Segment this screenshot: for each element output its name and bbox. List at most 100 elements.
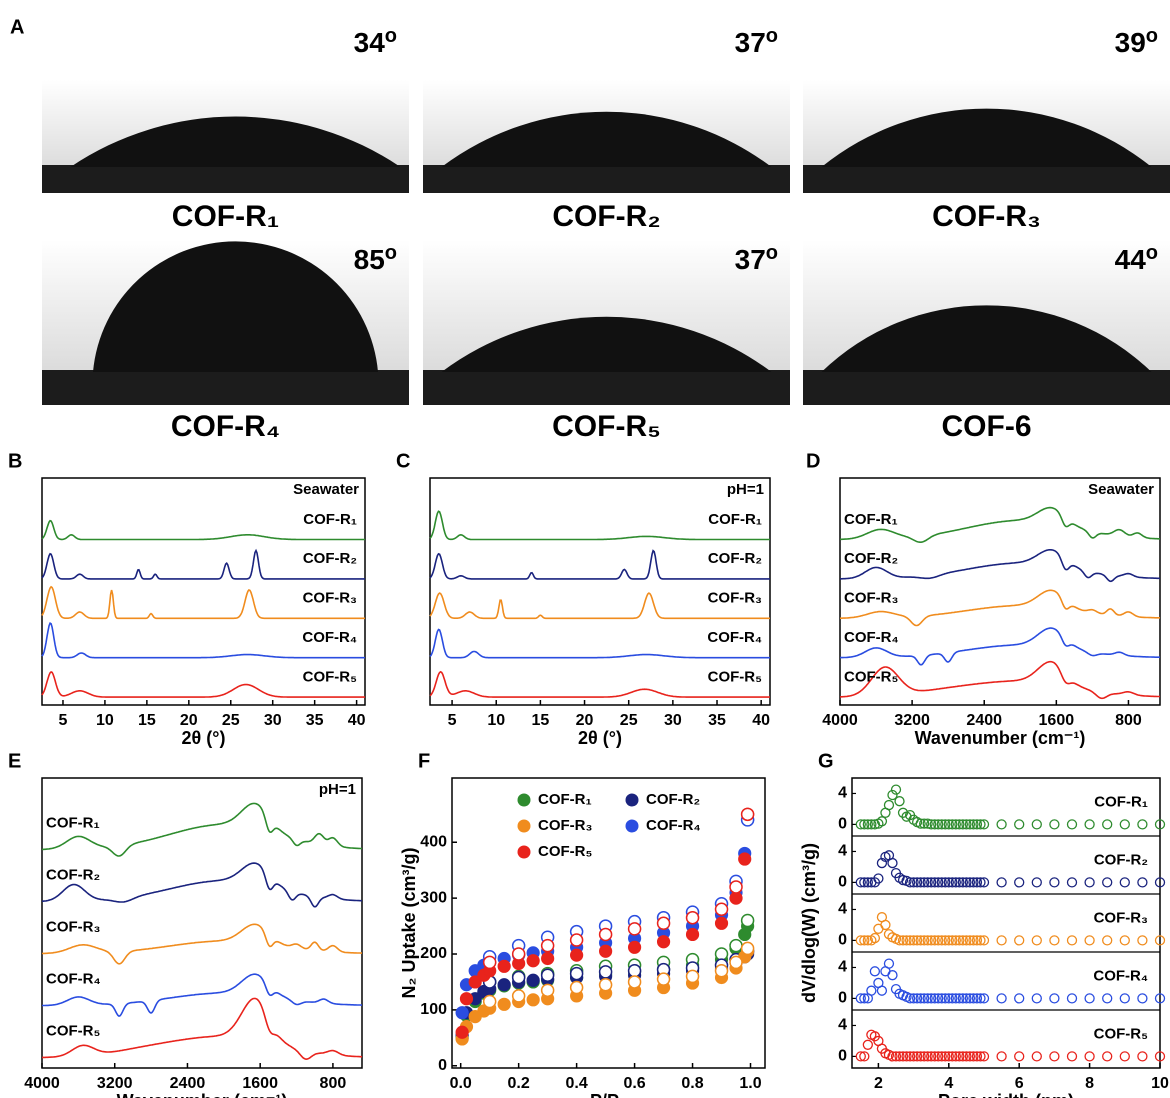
pore-point — [915, 818, 926, 829]
photo-label: COF-6 — [942, 410, 1032, 443]
axes-frame — [451, 777, 766, 1069]
legend-label: COF-R₂ — [646, 791, 700, 808]
pore-point — [968, 993, 979, 1004]
spectrum-line — [42, 802, 363, 857]
series-label: COF-R₄ — [1093, 967, 1148, 984]
x-tick-label: 10 — [487, 712, 505, 729]
pore-point — [996, 819, 1007, 830]
photo-label: COF-R₂ — [552, 200, 660, 233]
pore-point — [936, 877, 947, 888]
desorption-point — [740, 807, 755, 822]
series-label: COF-R₄ — [302, 629, 357, 646]
spectrum-line — [840, 549, 1161, 583]
desorption-point — [627, 922, 642, 936]
x-tick-label: 10 — [1151, 1075, 1169, 1092]
droplet — [441, 111, 772, 167]
pore-point — [971, 993, 983, 1004]
x-tick-label: 15 — [138, 712, 156, 729]
pore-point — [943, 819, 954, 830]
series-label: COF-R₅ — [844, 668, 898, 685]
pore-point — [876, 857, 888, 869]
pore-point — [943, 935, 954, 946]
angle-unit: o — [1146, 242, 1158, 264]
desorption-point — [540, 938, 555, 953]
adsorption-point — [459, 992, 474, 1006]
x-tick-label: 1600 — [1039, 712, 1075, 729]
pore-point — [922, 935, 933, 946]
spectrum-line — [42, 997, 363, 1061]
pore-point — [926, 877, 937, 888]
pore-point — [904, 935, 916, 946]
pore-point — [975, 877, 986, 888]
pore-point — [929, 877, 940, 888]
series-label: COF-R₅ — [1094, 1025, 1148, 1042]
pore-point — [1137, 819, 1148, 830]
angle-value: 34 — [354, 27, 386, 58]
pore-point — [866, 985, 877, 996]
series-label: COF-R₃ — [844, 590, 898, 607]
pore-point — [943, 993, 954, 1004]
pore-point — [936, 819, 947, 830]
y-tick-label: 4 — [838, 785, 847, 802]
pore-point — [897, 935, 909, 946]
pore-point — [1066, 993, 1078, 1004]
angle-value: 37 — [735, 244, 766, 275]
annotation: pH=1 — [727, 481, 764, 498]
desorption-point — [598, 977, 613, 992]
desorption-point — [714, 947, 729, 961]
pore-point — [940, 935, 951, 946]
pore-point — [929, 819, 940, 830]
legend-marker — [517, 845, 531, 859]
pore-point — [947, 1051, 958, 1062]
x-tick-label: 2400 — [966, 712, 1002, 729]
y-tick-label: 100 — [420, 1001, 447, 1018]
spectrum-line — [41, 548, 365, 580]
panel-label: C — [396, 450, 410, 472]
pore-point — [890, 1051, 902, 1062]
y-tick-label: 0 — [438, 1057, 447, 1074]
substrate — [42, 165, 409, 193]
pore-point — [911, 1051, 923, 1062]
desorption-point — [569, 966, 584, 981]
pore-point — [901, 935, 912, 946]
x-tick-label: 1.0 — [739, 1075, 761, 1092]
pore-point — [936, 935, 947, 946]
pore-point — [1102, 877, 1113, 888]
pore-point — [908, 877, 919, 888]
photo-label: COF-R₃ — [932, 200, 1041, 233]
axes-frame — [851, 777, 1161, 1069]
x-axis-label: Pore width (nm) — [938, 1091, 1074, 1098]
x-tick-label: 0.0 — [450, 1075, 472, 1092]
desorption-point — [740, 941, 755, 956]
pore-point — [940, 1051, 951, 1062]
desorption-point — [729, 880, 743, 894]
pore-point — [957, 993, 969, 1004]
pore-point — [1066, 819, 1078, 830]
pore-point — [1154, 877, 1166, 888]
pore-point — [996, 993, 1007, 1004]
spectrum-line — [840, 589, 1161, 627]
x-tick-label: 0.8 — [681, 1075, 703, 1092]
x-tick-label: 10 — [96, 712, 114, 729]
photo-label: COF-R₄ — [171, 410, 280, 443]
x-tick-label: 2 — [874, 1075, 883, 1092]
adsorption-point — [656, 935, 671, 949]
pore-point — [1102, 993, 1113, 1004]
angle-unit: o — [766, 25, 778, 47]
y-tick-label: 0 — [838, 874, 847, 891]
panel-label: F — [418, 750, 430, 772]
spectrum-line — [429, 670, 770, 698]
pore-point — [961, 993, 972, 1004]
desorption-point — [540, 983, 555, 998]
pore-point — [926, 993, 937, 1004]
pore-point — [862, 819, 873, 830]
y-tick-label: 4 — [838, 901, 847, 918]
pore-point — [1102, 935, 1113, 946]
pore-point — [940, 877, 951, 888]
legend-marker — [517, 793, 531, 807]
pore-point — [964, 819, 976, 830]
pore-point — [978, 935, 990, 946]
y-tick-label: 200 — [420, 945, 447, 962]
desorption-point — [656, 916, 671, 931]
adsorption-point — [738, 852, 752, 866]
